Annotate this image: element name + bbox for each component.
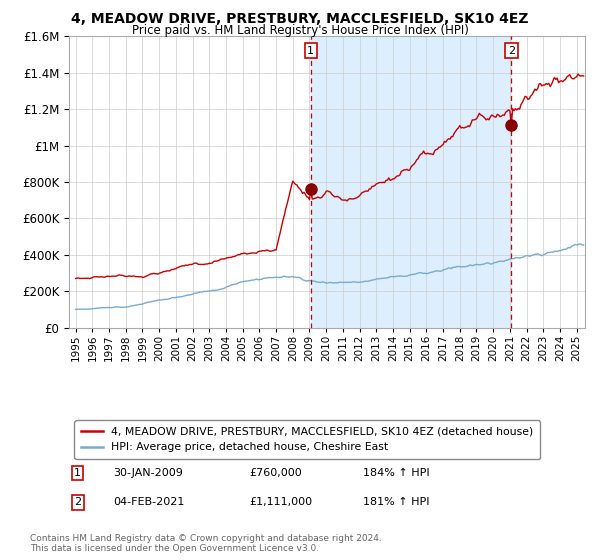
Text: Contains HM Land Registry data © Crown copyright and database right 2024.
This d: Contains HM Land Registry data © Crown c… (30, 534, 382, 553)
Legend: 4, MEADOW DRIVE, PRESTBURY, MACCLESFIELD, SK10 4EZ (detached house), HPI: Averag: 4, MEADOW DRIVE, PRESTBURY, MACCLESFIELD… (74, 421, 540, 459)
Text: £1,111,000: £1,111,000 (250, 497, 313, 507)
Text: 181% ↑ HPI: 181% ↑ HPI (363, 497, 430, 507)
Bar (311, 36, 511, 328)
Text: 04-FEB-2021: 04-FEB-2021 (113, 497, 184, 507)
Text: 2: 2 (508, 45, 515, 55)
Text: 1: 1 (307, 45, 314, 55)
Text: 1: 1 (74, 468, 81, 478)
Text: 2: 2 (74, 497, 81, 507)
Text: 30-JAN-2009: 30-JAN-2009 (113, 468, 183, 478)
Text: Price paid vs. HM Land Registry's House Price Index (HPI): Price paid vs. HM Land Registry's House … (131, 24, 469, 37)
Text: 4, MEADOW DRIVE, PRESTBURY, MACCLESFIELD, SK10 4EZ: 4, MEADOW DRIVE, PRESTBURY, MACCLESFIELD… (71, 12, 529, 26)
Text: 184% ↑ HPI: 184% ↑ HPI (363, 468, 430, 478)
Text: £760,000: £760,000 (250, 468, 302, 478)
